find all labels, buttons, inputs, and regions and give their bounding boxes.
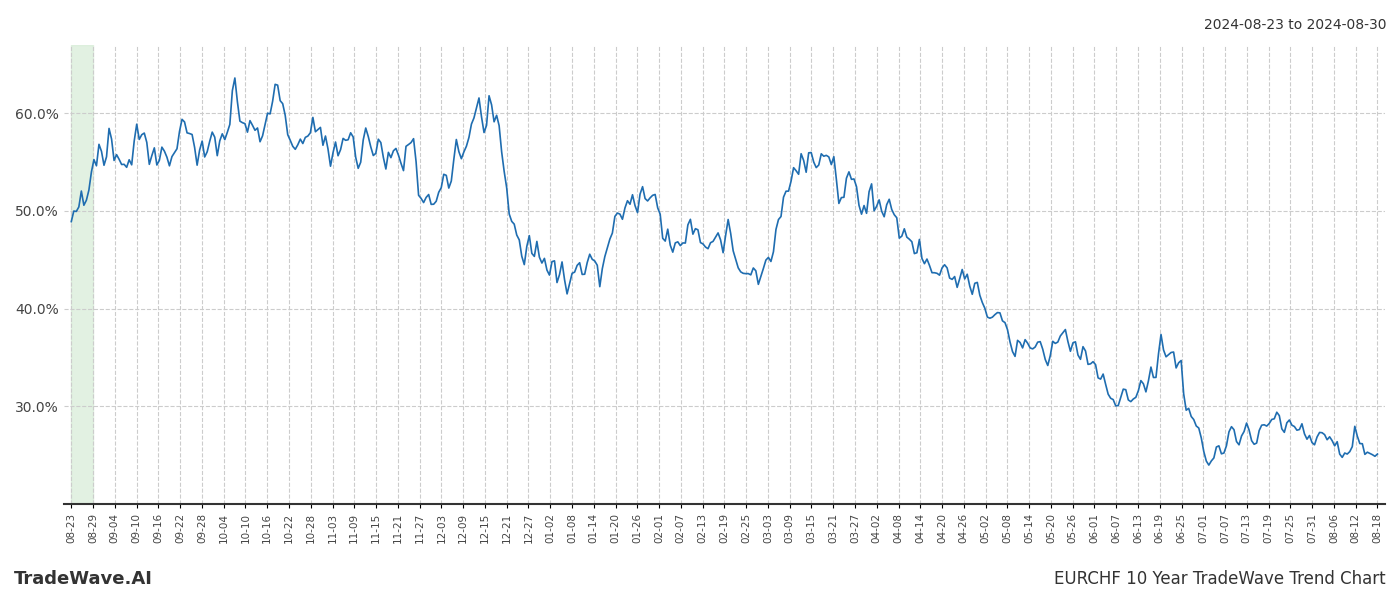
Text: 2024-08-23 to 2024-08-30: 2024-08-23 to 2024-08-30 [1204,18,1386,32]
Text: EURCHF 10 Year TradeWave Trend Chart: EURCHF 10 Year TradeWave Trend Chart [1054,570,1386,588]
Text: TradeWave.AI: TradeWave.AI [14,570,153,588]
Bar [71,45,92,504]
